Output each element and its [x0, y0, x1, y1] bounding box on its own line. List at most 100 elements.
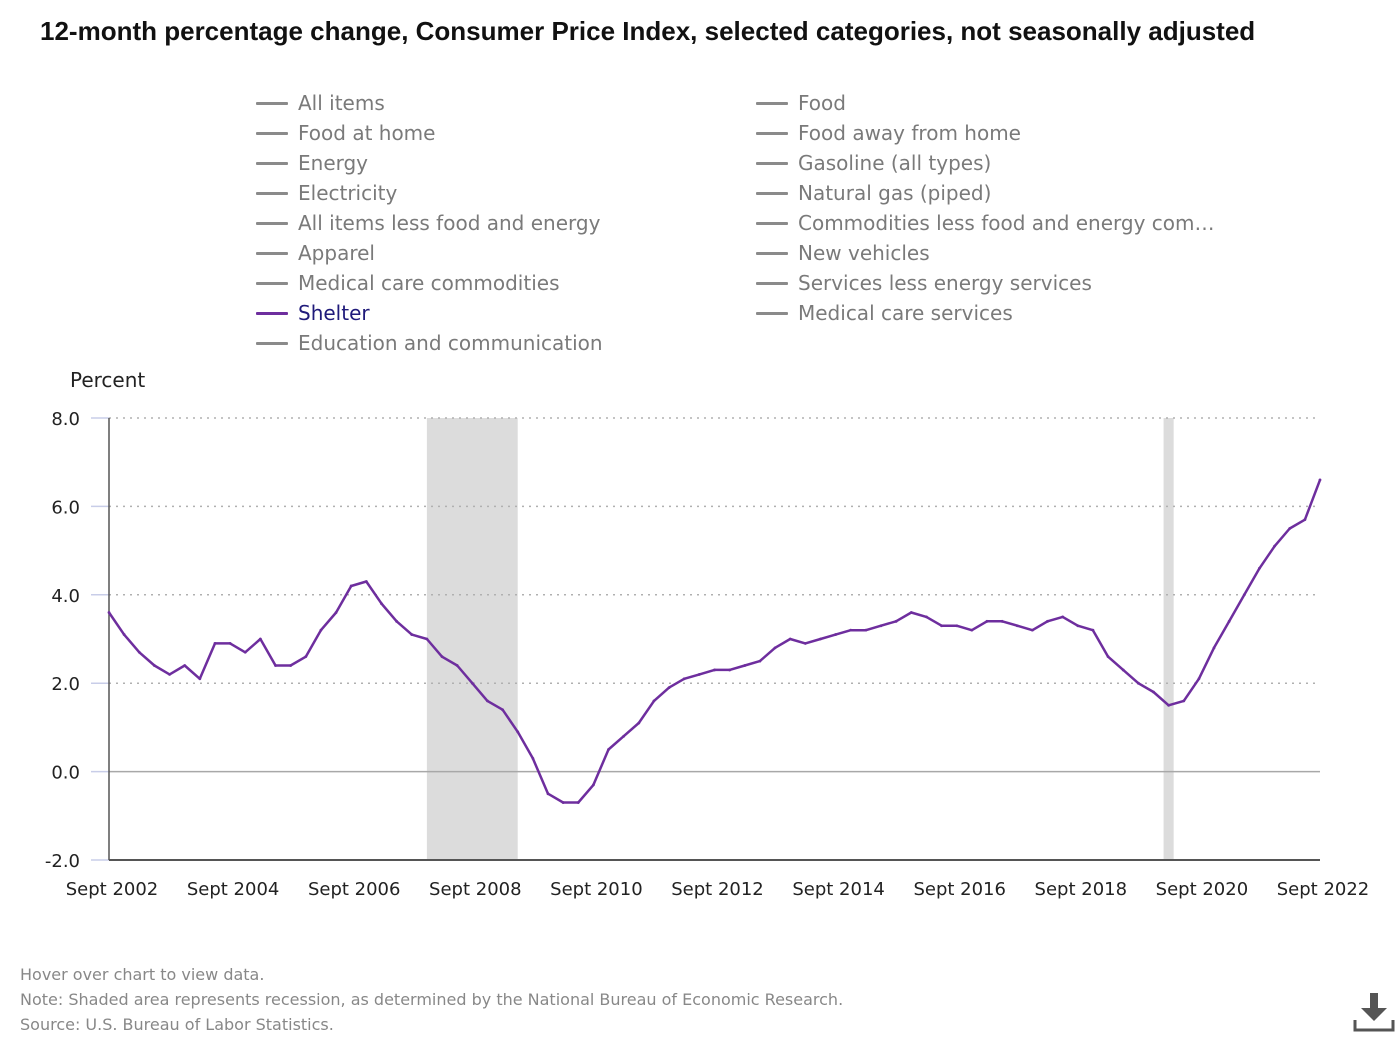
- legend-item-natural-gas-piped[interactable]: Natural gas (piped): [756, 178, 991, 208]
- data-point: [1227, 619, 1231, 623]
- data-point: [667, 686, 671, 690]
- data-point: [198, 677, 202, 681]
- x-tick-label: Sept 2002: [66, 879, 159, 900]
- legend-item-gasoline-all-types[interactable]: Gasoline (all types): [756, 148, 991, 178]
- x-tick-label: Sept 2012: [671, 879, 764, 900]
- chart-legend: All items Food Food at home Food away from …: [0, 88, 1400, 358]
- data-point: [1106, 655, 1110, 659]
- legend-label: Food at home: [298, 121, 436, 145]
- legend-item-education-and-communication[interactable]: Education and communication: [256, 328, 603, 358]
- data-point: [1091, 628, 1095, 632]
- y-axis-label: Percent: [70, 368, 145, 392]
- data-point: [364, 580, 368, 583]
- data-point: [985, 619, 989, 623]
- data-point: [410, 633, 414, 636]
- legend-label: Services less energy services: [798, 271, 1092, 295]
- data-point: [137, 650, 141, 654]
- data-point: [879, 624, 883, 628]
- y-tick-label: 2.0: [51, 674, 80, 695]
- line-chart[interactable]: Percent -2.0 0.0 2.0 4.0 6.0 8.0 Sept 2002 Sept …: [0, 360, 1400, 920]
- data-point: [1318, 478, 1322, 482]
- x-tick-label: Sept 2006: [308, 879, 401, 900]
- data-point: [925, 615, 928, 619]
- data-point: [758, 659, 762, 663]
- download-button[interactable]: [1352, 990, 1396, 1034]
- legend-item-new-vehicles[interactable]: New vehicles: [756, 238, 930, 268]
- data-point: [1076, 624, 1080, 628]
- data-point: [592, 783, 595, 787]
- data-point: [243, 650, 247, 654]
- legend-swatch: [256, 161, 288, 165]
- data-point: [1000, 619, 1004, 623]
- source-note: Source: U.S. Bureau of Labor Statistics.: [20, 1015, 334, 1034]
- data-point: [455, 664, 459, 667]
- legend-label: All items: [298, 91, 385, 115]
- legend-item-commodities-less-food-and-energy-com[interactable]: Commodities less food and energy com…: [756, 208, 1215, 238]
- legend-item-shelter[interactable]: Shelter: [256, 298, 370, 328]
- data-point: [1167, 703, 1171, 707]
- data-point: [652, 699, 656, 703]
- data-point: [122, 633, 126, 636]
- data-point: [486, 699, 489, 703]
- y-tick-label: 6.0: [51, 497, 80, 518]
- legend-item-services-less-energy-services[interactable]: Services less energy services: [756, 268, 1092, 298]
- legend-item-electricity[interactable]: Electricity: [256, 178, 397, 208]
- legend-item-all-items[interactable]: All items: [256, 88, 385, 118]
- data-point: [955, 624, 959, 628]
- data-point: [1182, 699, 1186, 703]
- legend-swatch: [256, 341, 288, 345]
- legend-swatch: [756, 131, 788, 135]
- data-point: [274, 664, 277, 667]
- chart-title: 12-month percentage change, Consumer Pri…: [40, 16, 1256, 46]
- legend-item-all-items-less-food-and-energy[interactable]: All items less food and energy: [256, 208, 600, 238]
- data-point: [516, 730, 520, 734]
- hover-hint: Hover over chart to view data.: [20, 965, 265, 984]
- data-point: [425, 637, 429, 641]
- data-point: [1288, 527, 1292, 530]
- y-tick-label: -2.0: [45, 851, 80, 872]
- legend-swatch: [756, 251, 788, 255]
- data-point: [304, 655, 308, 659]
- data-point: [349, 584, 353, 588]
- legend-item-energy[interactable]: Energy: [256, 148, 368, 178]
- legend-label: Electricity: [298, 181, 398, 205]
- legend-swatch: [256, 281, 288, 285]
- data-point: [1136, 681, 1140, 685]
- data-point: [561, 801, 565, 804]
- legend-label: New vehicles: [798, 241, 930, 265]
- data-point: [1061, 615, 1065, 619]
- data-point: [894, 619, 898, 623]
- legend-swatch: [256, 101, 288, 105]
- data-point: [395, 619, 399, 623]
- data-point: [788, 637, 792, 641]
- legend-swatch: [256, 251, 288, 255]
- legend-label: Medical care services: [798, 301, 1013, 325]
- data-point: [1303, 518, 1307, 522]
- x-tick-label: Sept 2018: [1035, 879, 1128, 900]
- data-point: [819, 637, 822, 641]
- x-tick-label: Sept 2014: [792, 879, 885, 900]
- recession-note: Note: Shaded area represents recession, …: [20, 990, 844, 1009]
- legend-swatch: [756, 191, 788, 195]
- legend-item-apparel[interactable]: Apparel: [256, 238, 375, 268]
- legend-swatch: [756, 161, 788, 165]
- x-tick-label: Sept 2016: [913, 879, 1006, 900]
- legend-swatch: [256, 191, 288, 195]
- legend-item-medical-care-services[interactable]: Medical care services: [756, 298, 1013, 328]
- legend-item-medical-care-commodities[interactable]: Medical care commodities: [256, 268, 559, 298]
- legend-item-food-away-from-home[interactable]: Food away from home: [756, 118, 1021, 148]
- data-point: [773, 646, 777, 650]
- legend-label: Food: [798, 91, 846, 115]
- legend-item-food-at-home[interactable]: Food at home: [256, 118, 435, 148]
- chart-notes: Hover over chart to view data. Note: Sha…: [20, 962, 843, 1037]
- legend-swatch: [256, 221, 288, 225]
- data-point: [743, 664, 747, 667]
- download-icon: [1353, 993, 1395, 1032]
- data-point: [576, 801, 580, 804]
- data-point: [728, 668, 732, 672]
- legend-swatch: [756, 221, 788, 225]
- recession-band: [426, 418, 518, 860]
- data-point: [319, 628, 323, 632]
- legend-item-food[interactable]: Food: [756, 88, 846, 118]
- x-tick-label: Sept 2008: [429, 879, 522, 900]
